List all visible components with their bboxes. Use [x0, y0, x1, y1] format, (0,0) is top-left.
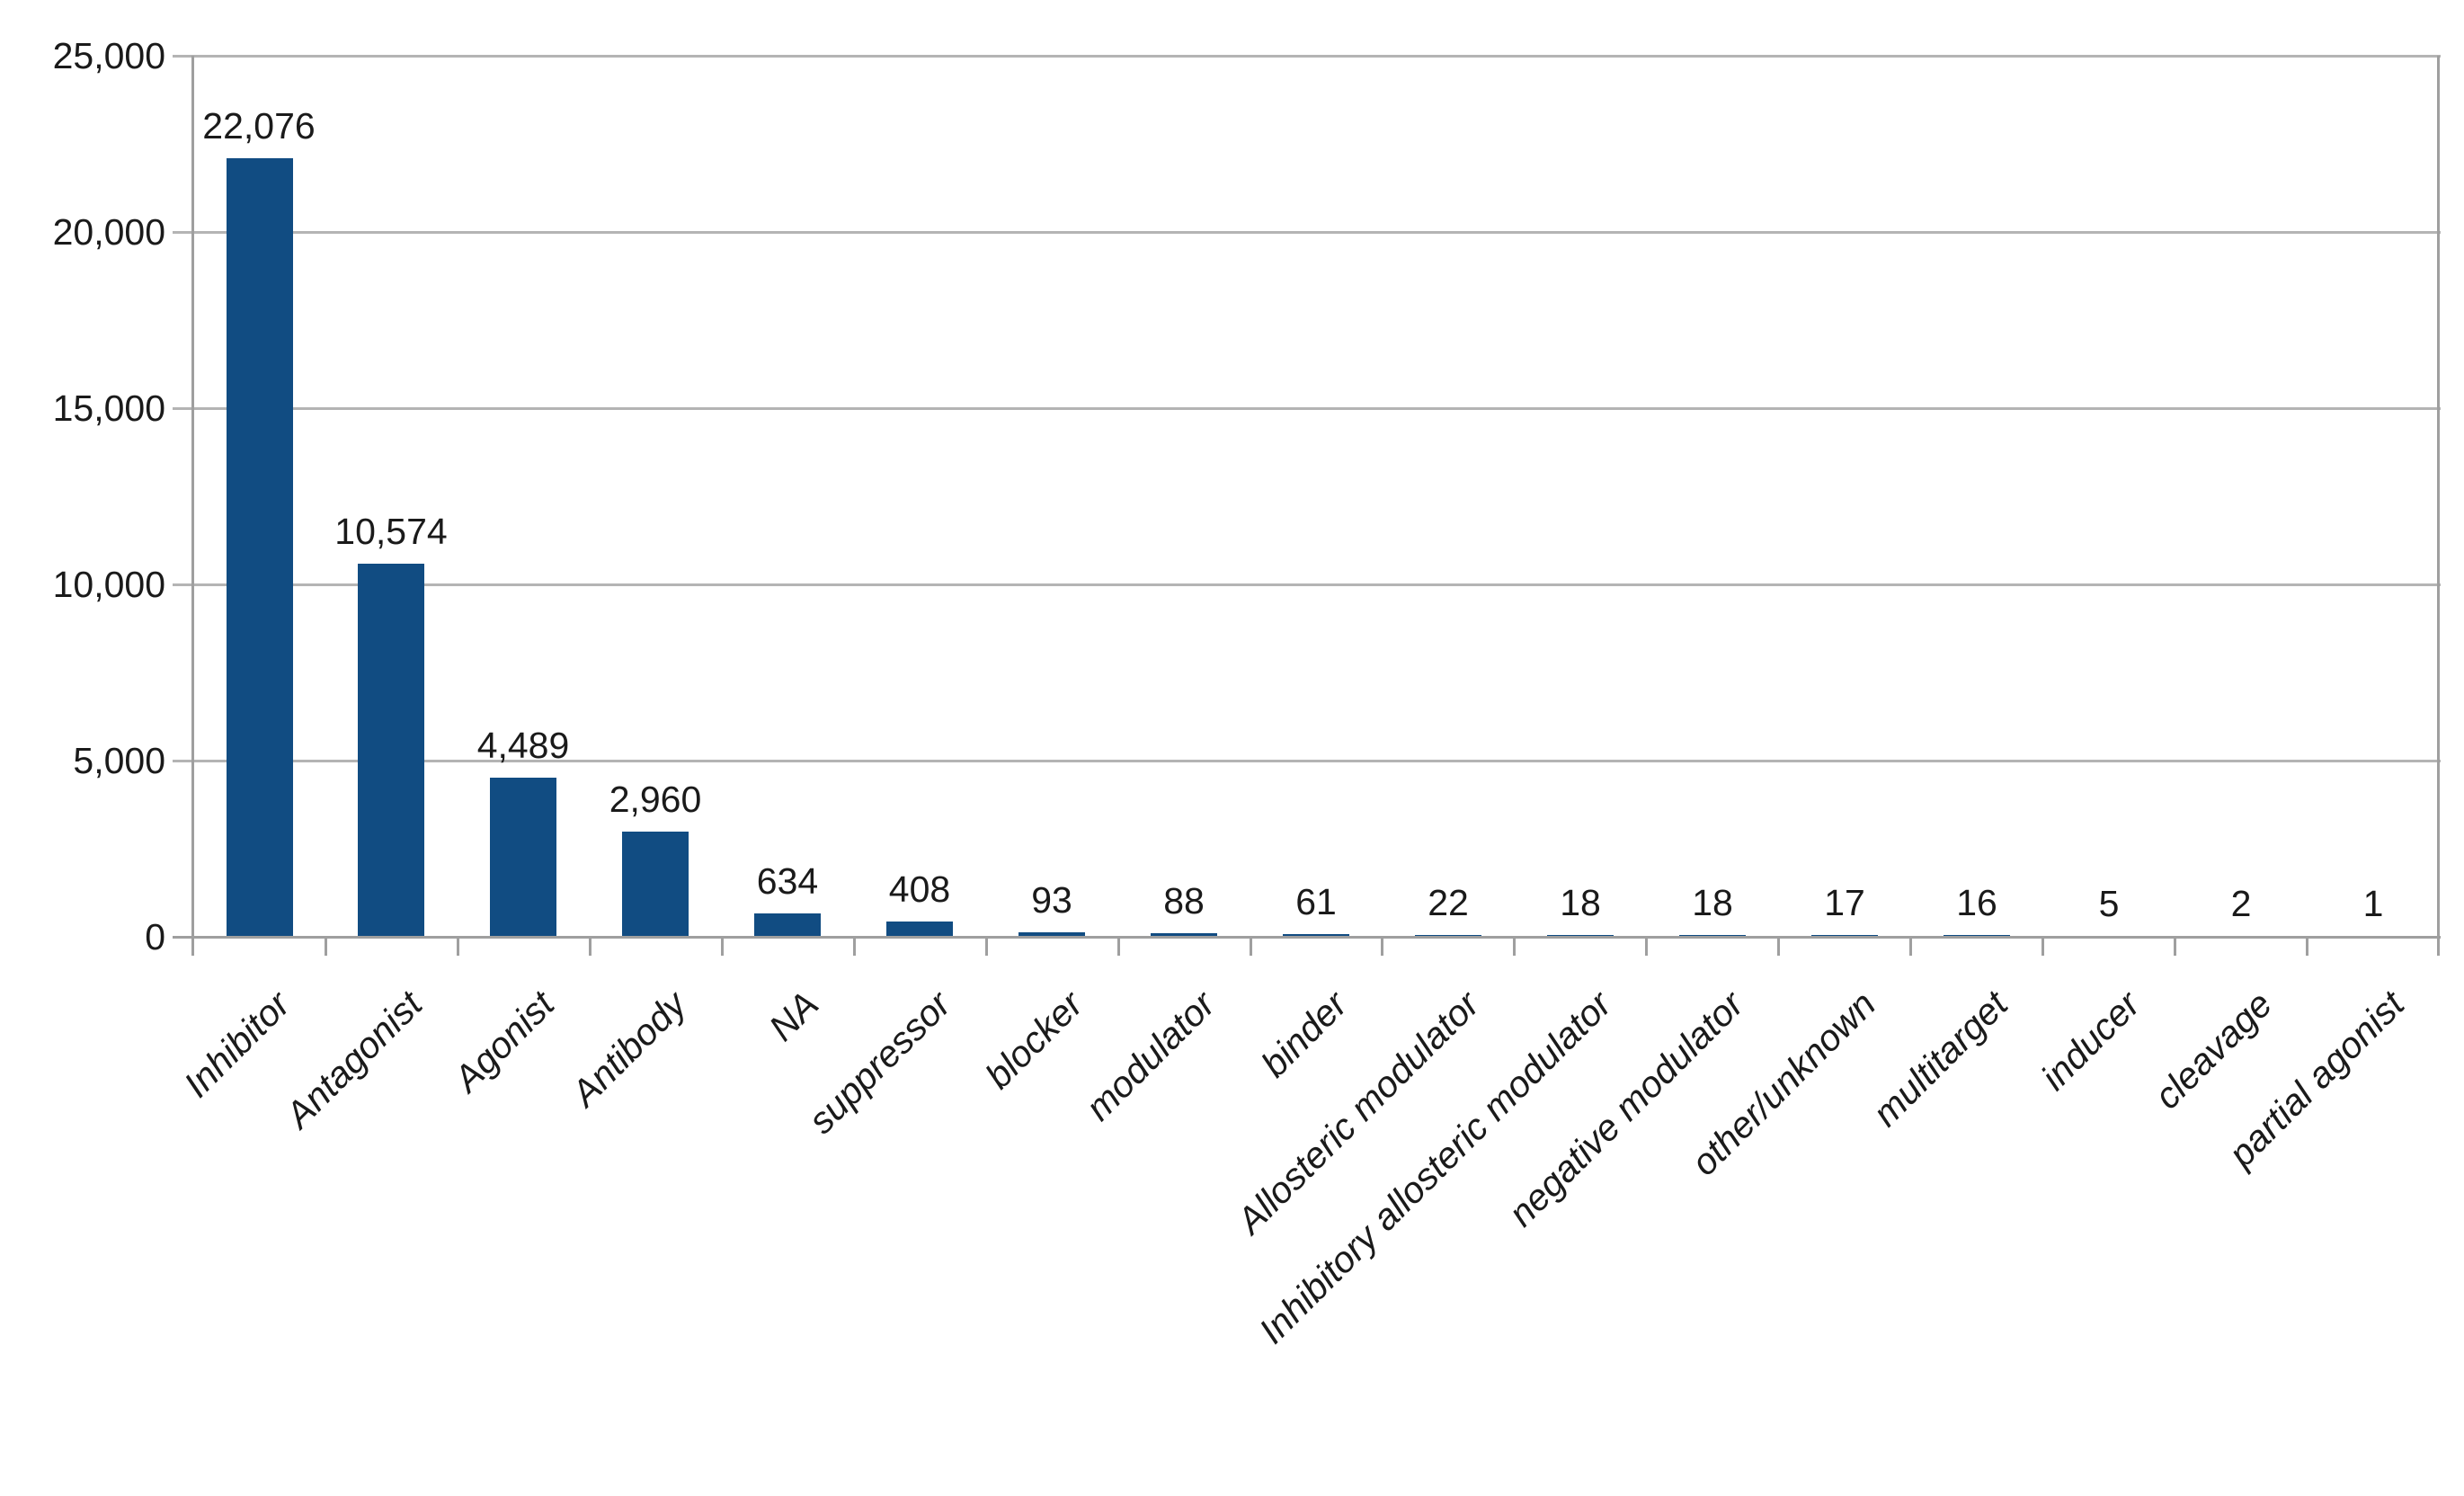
x-axis-tick [1777, 936, 1780, 956]
category-label: inducer [1635, 983, 2148, 1496]
category-label: Antibody [182, 983, 695, 1496]
y-tick-label: 25,000 [0, 34, 165, 77]
value-label: 1 [2238, 884, 2464, 923]
y-tick-label: 15,000 [0, 387, 165, 430]
y-gridline [173, 55, 2441, 58]
value-label: 2,960 [520, 779, 790, 819]
value-label: 4,489 [388, 726, 658, 765]
x-axis-tick [589, 936, 592, 956]
category-label: partial agonist [1899, 983, 2413, 1496]
x-axis-tick [1117, 936, 1120, 956]
x-axis-tick [985, 936, 988, 956]
category-label: blocker [578, 983, 1091, 1496]
x-axis-tick [457, 936, 459, 956]
x-axis-tick [2306, 936, 2308, 956]
x-axis-tick [1381, 936, 1383, 956]
category-label: suppressor [446, 983, 959, 1496]
y-tick-label: 0 [0, 915, 165, 958]
bar [754, 913, 821, 936]
category-label: Allosteric modulator [974, 983, 1488, 1496]
plot-right-border [2437, 56, 2440, 956]
y-tick-label: 20,000 [0, 210, 165, 254]
category-label: other/unknown [1371, 983, 1884, 1496]
category-label: multitarget [1503, 983, 2016, 1496]
x-axis-tick [1513, 936, 1516, 956]
y-gridline [173, 231, 2441, 234]
x-axis-tick [325, 936, 327, 956]
x-axis-line [173, 936, 2441, 939]
category-label: NA [314, 983, 827, 1496]
x-axis-tick [853, 936, 856, 956]
category-label: cleavage [1767, 983, 2281, 1496]
category-label: Agonist [49, 983, 563, 1496]
bar [886, 922, 953, 936]
y-axis-line [191, 56, 194, 956]
category-label: negative modulator [1239, 983, 1752, 1496]
x-axis-tick [2174, 936, 2176, 956]
y-tick-label: 10,000 [0, 563, 165, 606]
y-tick-label: 5,000 [0, 739, 165, 782]
value-label: 22,076 [124, 106, 394, 146]
x-axis-tick [1645, 936, 1648, 956]
x-axis-tick [1909, 936, 1912, 956]
value-label: 10,574 [256, 512, 526, 551]
x-axis-tick [2041, 936, 2044, 956]
x-axis-tick [1250, 936, 1252, 956]
x-axis-tick [721, 936, 724, 956]
y-gridline [173, 407, 2441, 410]
category-label: modulator [710, 983, 1223, 1496]
category-label: binder [842, 983, 1356, 1496]
category-label: Inhibitory allosteric modulator [1107, 983, 1620, 1496]
y-gridline [173, 583, 2441, 586]
